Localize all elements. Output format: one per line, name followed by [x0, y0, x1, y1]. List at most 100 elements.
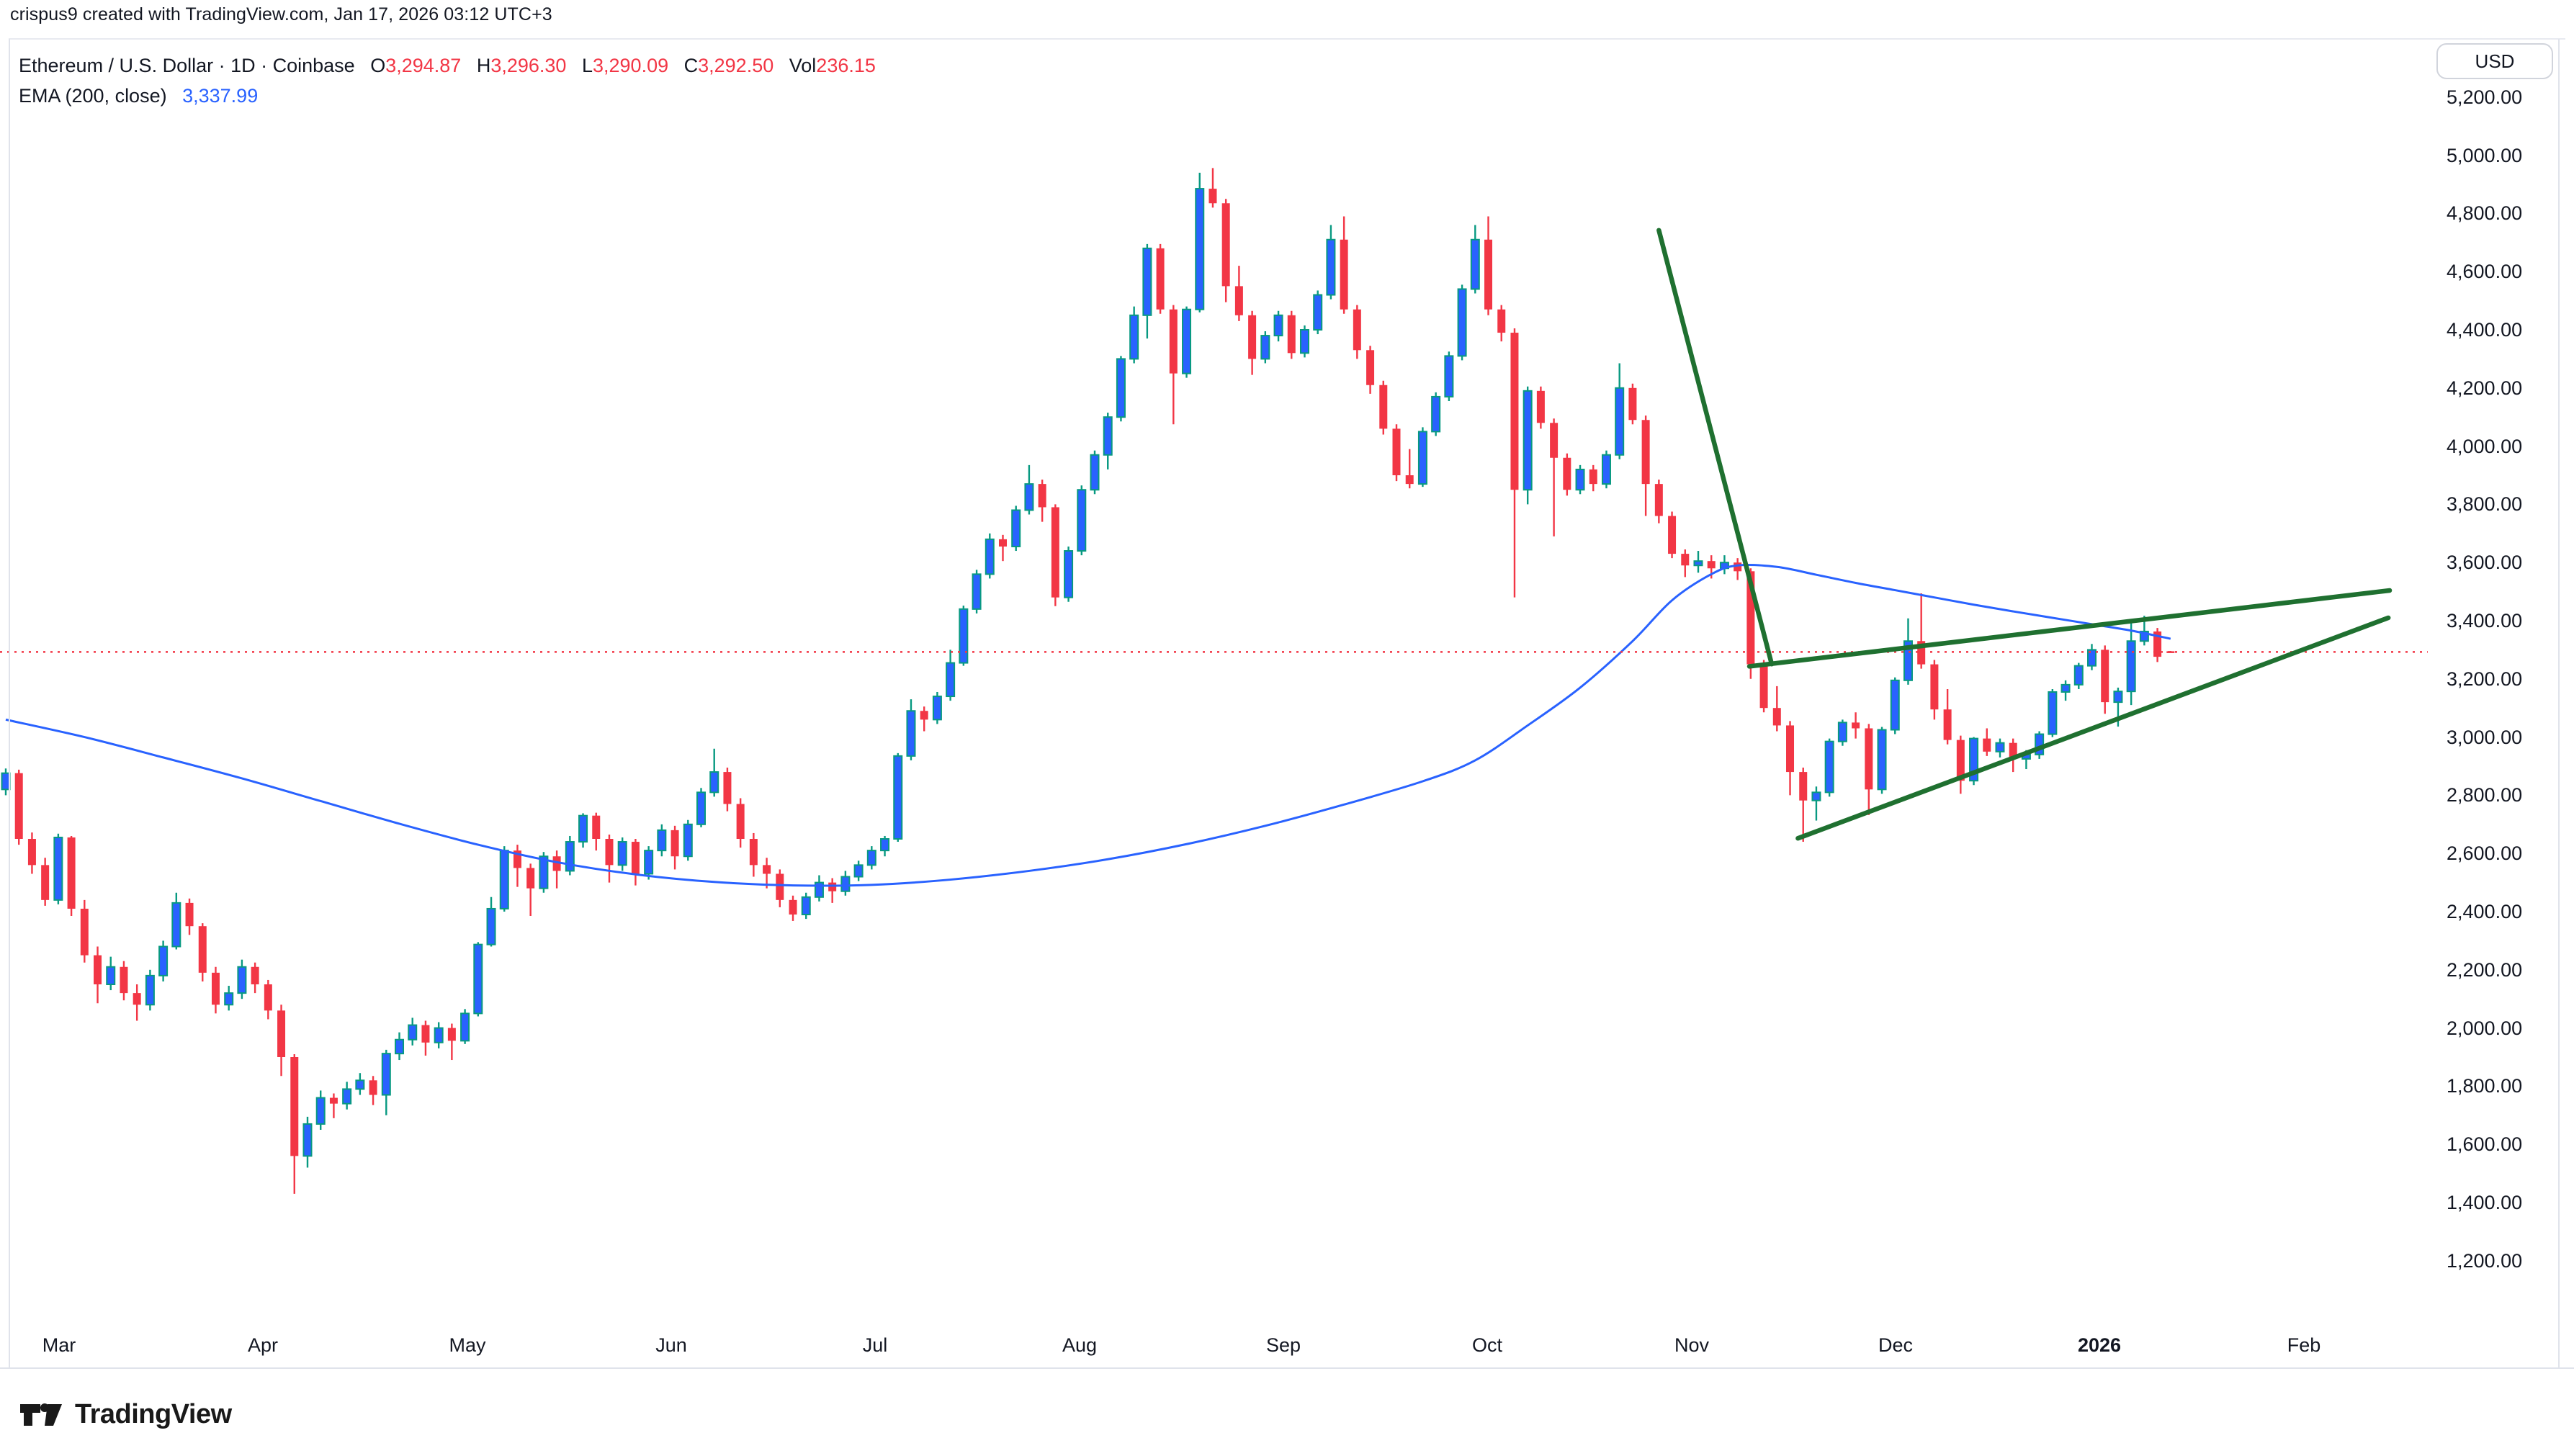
candle-body — [342, 1088, 352, 1105]
candle-body — [526, 868, 535, 889]
candle-body — [1299, 329, 1309, 354]
candle-body — [814, 881, 824, 898]
candle-body — [1536, 390, 1545, 423]
candle-body — [355, 1079, 365, 1090]
candle-body — [1930, 664, 1939, 710]
candle-body — [1273, 314, 1283, 337]
candle-body — [959, 608, 969, 664]
candle-body — [1903, 640, 1913, 681]
candle-body — [1601, 454, 1611, 485]
trendline-rising-support[interactable] — [1795, 615, 2391, 841]
candle-body — [592, 815, 601, 839]
candle-body — [906, 710, 916, 757]
candle-body — [1182, 308, 1192, 374]
candle-body — [893, 755, 903, 840]
candle-body — [198, 926, 207, 973]
candle-body — [1668, 516, 1677, 554]
candle-body — [1811, 791, 1821, 801]
candle-body — [709, 771, 719, 794]
tradingview-logo-link[interactable]: TradingView — [19, 1396, 232, 1433]
candle-body — [1865, 728, 1873, 790]
candle-body — [2113, 691, 2123, 704]
candle-body — [880, 838, 890, 852]
candle-body — [1444, 355, 1454, 397]
candle-body — [552, 856, 561, 871]
frame-top-border — [9, 38, 2565, 40]
candle-body — [290, 1057, 299, 1156]
candle-body — [486, 907, 496, 945]
trendline-steep-decline[interactable] — [1656, 228, 1775, 667]
candle-body — [67, 837, 76, 909]
candle-body — [1392, 428, 1401, 475]
candle-body — [1693, 560, 1703, 567]
candle-body — [2073, 665, 2084, 686]
candle-body — [2048, 691, 2058, 735]
candle-body — [329, 1097, 338, 1104]
currency-toggle-button[interactable]: USD — [2436, 43, 2553, 79]
candle-body — [315, 1097, 326, 1125]
candle-body — [2009, 742, 2017, 759]
candle-body — [657, 829, 667, 852]
candle-body — [302, 1123, 313, 1157]
candle-body — [920, 711, 928, 720]
candle-body — [1011, 509, 1021, 547]
candle-body — [1038, 484, 1046, 508]
candle-body — [1956, 740, 1965, 781]
candle-body — [434, 1027, 444, 1043]
ema-200-line[interactable] — [5, 564, 2171, 887]
candle-body — [185, 902, 194, 927]
candle-body — [617, 841, 627, 866]
candle-body — [789, 899, 797, 915]
candle-body — [828, 882, 837, 891]
candle-body — [946, 662, 956, 698]
candle-body — [1550, 423, 1559, 458]
candle-body — [1457, 288, 1467, 357]
candle-body — [1221, 203, 1230, 287]
high-value: 3,296.30 — [490, 55, 567, 76]
candle-body — [1497, 309, 1506, 333]
candle-body — [1234, 286, 1243, 315]
candle-body — [1484, 239, 1493, 310]
candle-body — [972, 573, 982, 610]
candle-body — [749, 839, 758, 866]
candle-body — [1326, 238, 1336, 296]
candle-body — [1510, 333, 1519, 490]
ema-label: EMA (200, close) — [19, 85, 167, 107]
low-value: 3,290.09 — [593, 55, 669, 76]
candle-body — [2126, 640, 2136, 693]
candle-body — [696, 791, 707, 825]
candle-body — [1786, 725, 1795, 773]
candle-body — [106, 966, 116, 986]
candle-body — [1890, 679, 1900, 731]
candle-body — [1995, 742, 2005, 752]
candle-body — [499, 850, 509, 909]
candle-body — [1523, 390, 1533, 491]
candle-body — [1575, 468, 1585, 491]
candle-body — [1313, 294, 1323, 331]
candles-group — [1, 168, 2175, 1194]
candle-body — [723, 772, 732, 804]
candle-body — [1379, 385, 1388, 429]
candle-body — [513, 850, 521, 868]
frame-left-border — [9, 39, 10, 1368]
candle-body — [1759, 664, 1768, 709]
candle-body — [1169, 309, 1178, 374]
candle-body — [381, 1053, 391, 1096]
candle-body — [1837, 722, 1847, 742]
candle-body — [1746, 571, 1755, 665]
candle-body — [2060, 683, 2071, 693]
candle-body — [631, 842, 640, 874]
candle-body — [1969, 737, 1979, 782]
tradingview-logo-icon — [20, 1403, 62, 1426]
candle-body — [932, 696, 942, 721]
time-axis-border — [0, 1367, 2574, 1369]
candle-body — [1615, 387, 1625, 456]
candle-body — [1417, 431, 1427, 485]
candle-body — [224, 992, 234, 1006]
candle-body — [1772, 708, 1781, 726]
candle-body — [80, 908, 89, 956]
trendline-rising-resistance[interactable] — [1746, 588, 2393, 669]
candle-body — [985, 538, 995, 575]
